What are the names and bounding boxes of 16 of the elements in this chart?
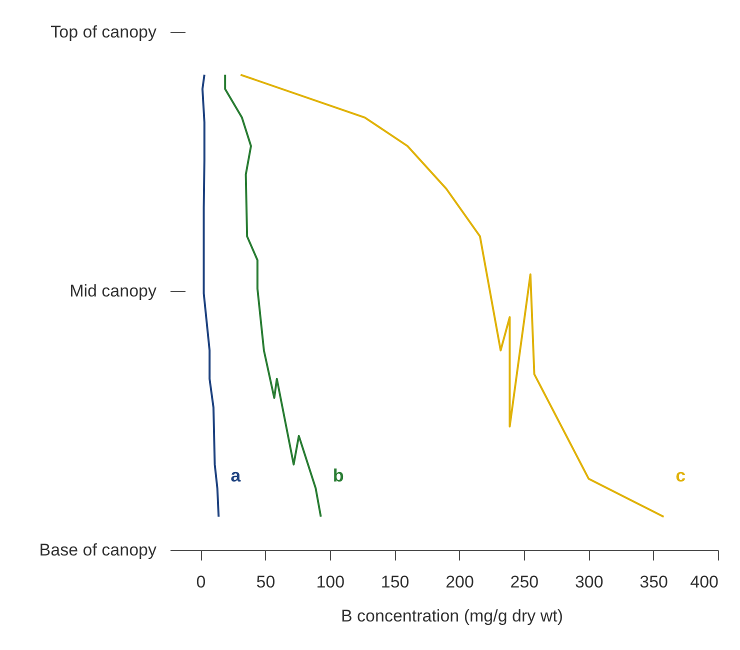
x-tick-label: 150 — [380, 572, 410, 592]
x-tick-label: 0 — [196, 572, 206, 592]
x-axis-title: B concentration (mg/g dry wt) — [340, 606, 564, 626]
x-tick-label: 200 — [446, 572, 474, 592]
x-tick-label: 350 — [640, 572, 668, 592]
series-label: a — [230, 466, 242, 486]
series-label: c — [676, 466, 686, 486]
text: Base of canopy — [39, 540, 157, 560]
x-tick-label: 50 — [256, 572, 276, 592]
x-tick-label: 100 — [316, 572, 345, 592]
x-tick-label: 400 — [690, 572, 718, 592]
x-tick-label: 250 — [510, 572, 539, 592]
series-label: b — [332, 466, 344, 486]
x-tick-label: 300 — [574, 572, 604, 592]
text: Top of canopy — [50, 22, 157, 42]
text: Mid canopy — [70, 282, 157, 300]
